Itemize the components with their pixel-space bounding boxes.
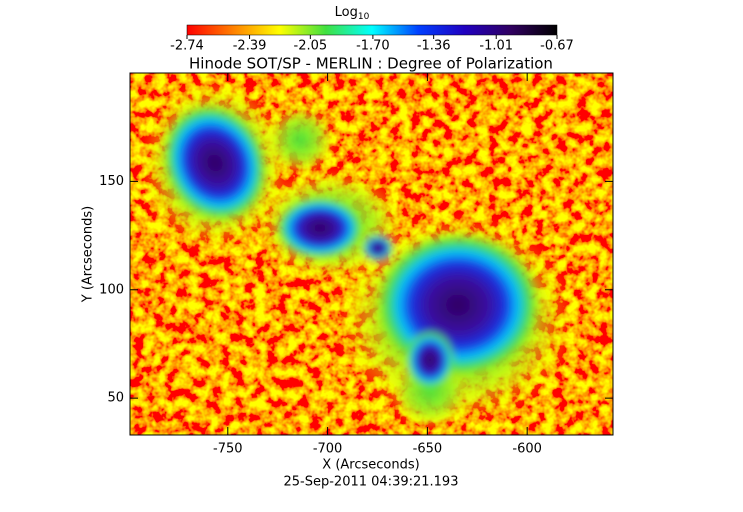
heatmap-image — [130, 73, 613, 435]
y-tick-label: 100 — [99, 282, 124, 297]
colorbar-title: Log10 — [335, 5, 370, 22]
colorbar-tick-label: -2.39 — [233, 39, 267, 54]
colorbar-tick-label: -1.01 — [479, 39, 513, 54]
colorbar-tick-label: -1.70 — [356, 39, 390, 54]
chart-title: Hinode SOT/SP - MERLIN : Degree of Polar… — [189, 55, 553, 73]
y-tick-label: 50 — [107, 391, 124, 406]
x-tick-label: -600 — [512, 442, 542, 457]
colorbar-tick-label: -2.05 — [294, 39, 328, 54]
x-axis-label: X (Arcseconds) — [322, 458, 419, 473]
x-tick-label: -750 — [213, 442, 243, 457]
footer-timestamp: 25-Sep-2011 04:39:21.193 — [284, 475, 459, 490]
y-axis-label: Y (Arcseconds) — [81, 206, 96, 303]
plot-frame — [129, 72, 614, 436]
y-tick-label: 150 — [99, 174, 124, 189]
colorbar-tick-label: -1.36 — [417, 39, 451, 54]
x-tick-label: -650 — [413, 442, 443, 457]
x-tick-label: -700 — [313, 442, 343, 457]
colorbar-tick-label: -2.74 — [170, 39, 204, 54]
colorbar — [186, 24, 558, 36]
colorbar-title-main: Log — [335, 5, 358, 20]
colorbar-tick-label: -0.67 — [540, 39, 574, 54]
colorbar-title-sub: 10 — [358, 12, 370, 22]
